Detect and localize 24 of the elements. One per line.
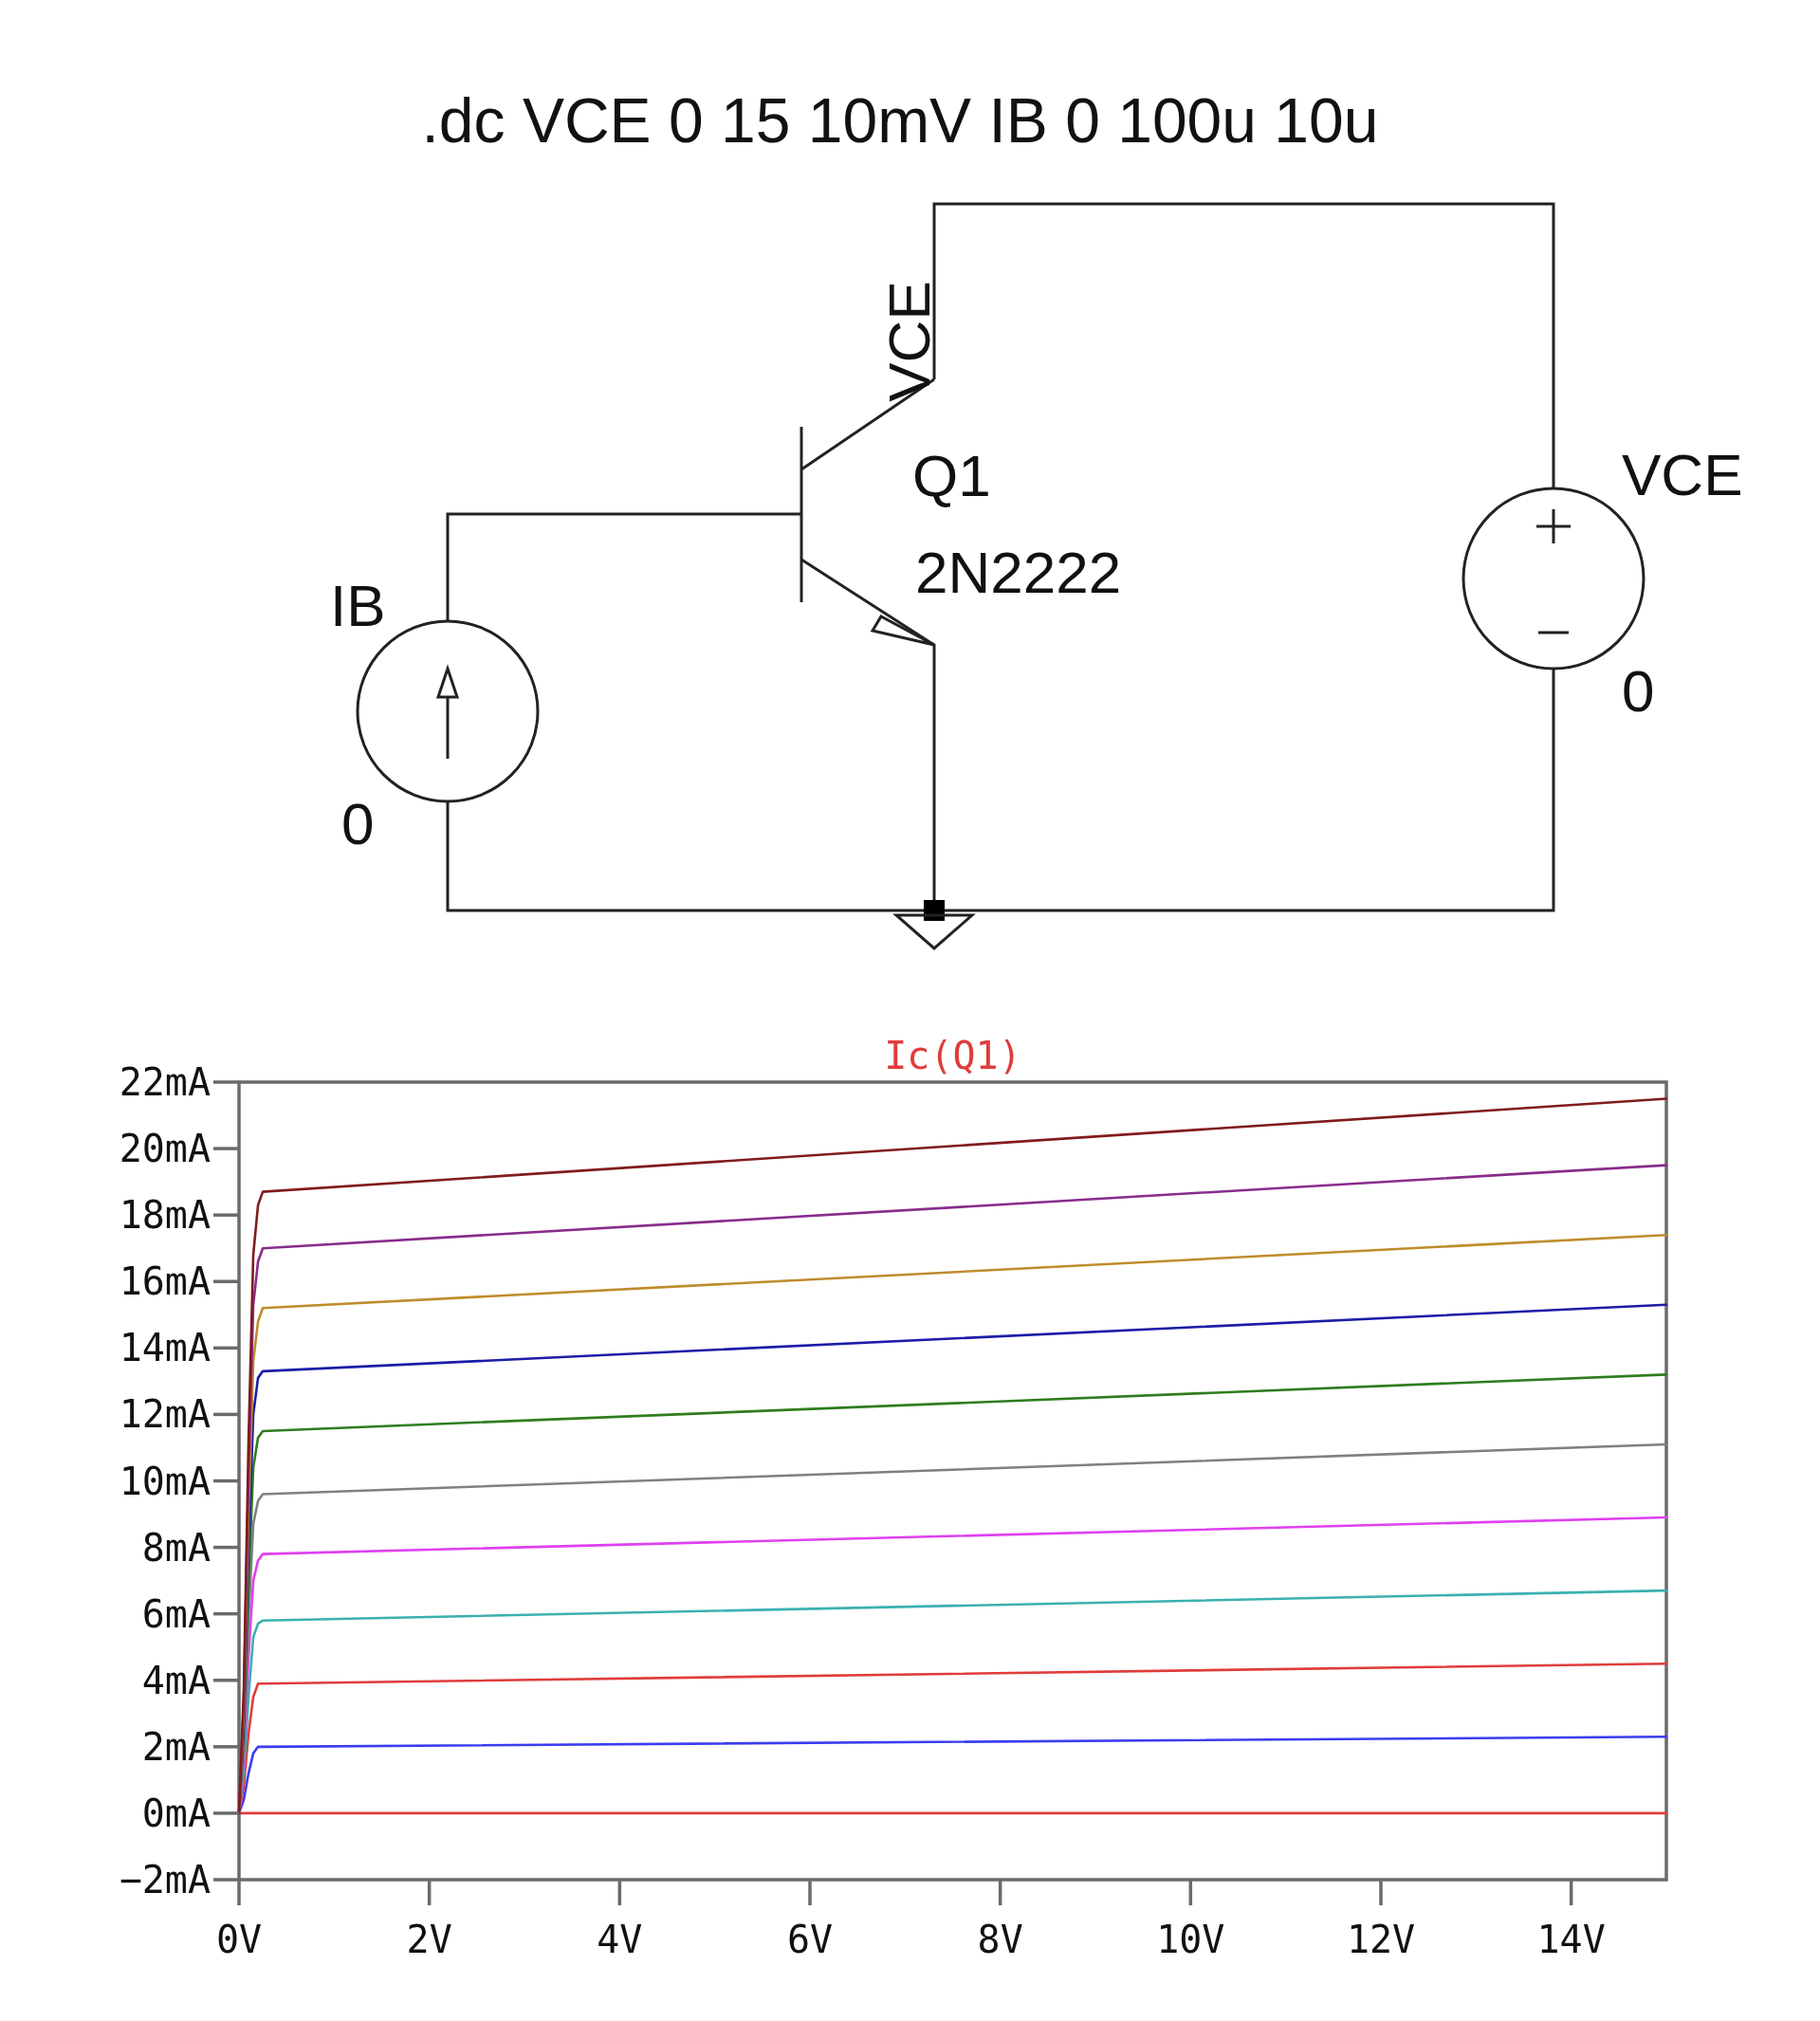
y-tick-label: 12mA: [119, 1392, 211, 1437]
y-tick-label: 2mA: [141, 1724, 211, 1769]
x-tick-label: 0V: [215, 1918, 263, 1961]
x-tick-label: 6V: [786, 1918, 834, 1961]
y-tick-label: 4mA: [141, 1658, 211, 1702]
y-tick-label: −2mA: [119, 1858, 211, 1902]
x-tick-label: 4V: [597, 1918, 643, 1961]
text: VCE: [1622, 442, 1743, 507]
y-tick-label: 22mA: [119, 1060, 211, 1104]
y-tick-label: 20mA: [119, 1127, 211, 1171]
x-tick-label: 14V: [1536, 1918, 1606, 1961]
y-tick-label: 0mA: [141, 1791, 211, 1835]
x-tick-label: 10V: [1156, 1918, 1225, 1961]
y-tick-label: 14mA: [119, 1326, 211, 1370]
y-tick-label: 8mA: [141, 1525, 211, 1570]
y-tick-label: 16mA: [119, 1259, 211, 1304]
y-tick-label: 18mA: [119, 1193, 211, 1238]
x-tick-label: 8V: [977, 1918, 1023, 1961]
x-tick-label: 12V: [1346, 1918, 1416, 1961]
text: .dc VCE 0 15 10mV IB 0 100u 10u: [421, 85, 1379, 156]
y-tick-label: 10mA: [119, 1459, 211, 1503]
y-tick-label: 6mA: [141, 1591, 211, 1636]
x-tick-label: 2V: [406, 1918, 452, 1961]
text: Ic(Q1): [884, 1034, 1021, 1077]
